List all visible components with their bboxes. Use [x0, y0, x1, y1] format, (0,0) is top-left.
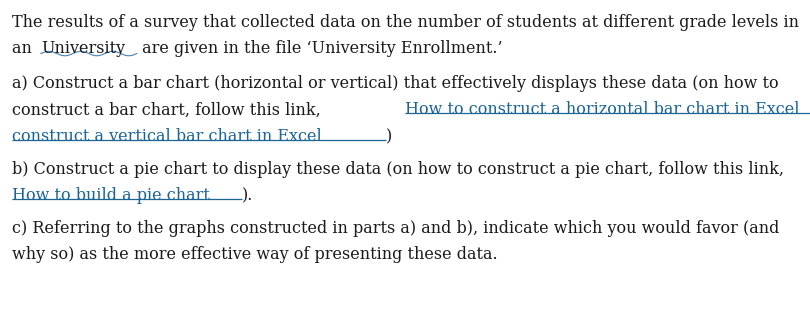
- Text: ).: ).: [242, 187, 254, 204]
- Text: How to build a pie chart: How to build a pie chart: [12, 187, 210, 204]
- Text: construct a bar chart, follow this link,: construct a bar chart, follow this link,: [12, 101, 326, 118]
- Text: construct a vertical bar chart in Excel: construct a vertical bar chart in Excel: [12, 128, 322, 145]
- Text: why so) as the more effective way of presenting these data.: why so) as the more effective way of pre…: [12, 246, 498, 263]
- Text: are given in the file ‘University Enrollment.’: are given in the file ‘University Enroll…: [137, 40, 502, 57]
- Text: a) Construct a bar chart (horizontal or vertical) that effectively displays thes: a) Construct a bar chart (horizontal or …: [12, 75, 778, 92]
- Text: c) Referring to the graphs constructed in parts a) and b), indicate which you wo: c) Referring to the graphs constructed i…: [12, 220, 779, 237]
- Text: b) Construct a pie chart to display these data (on how to construct a pie chart,: b) Construct a pie chart to display thes…: [12, 161, 784, 178]
- Text: University: University: [40, 40, 125, 57]
- Text: How to construct a horizontal bar chart in Excel: How to construct a horizontal bar chart …: [405, 101, 799, 118]
- Text: an: an: [12, 40, 37, 57]
- Text: The results of a survey that collected data on the number of students at differe: The results of a survey that collected d…: [12, 14, 799, 31]
- Text: ): ): [386, 128, 392, 145]
